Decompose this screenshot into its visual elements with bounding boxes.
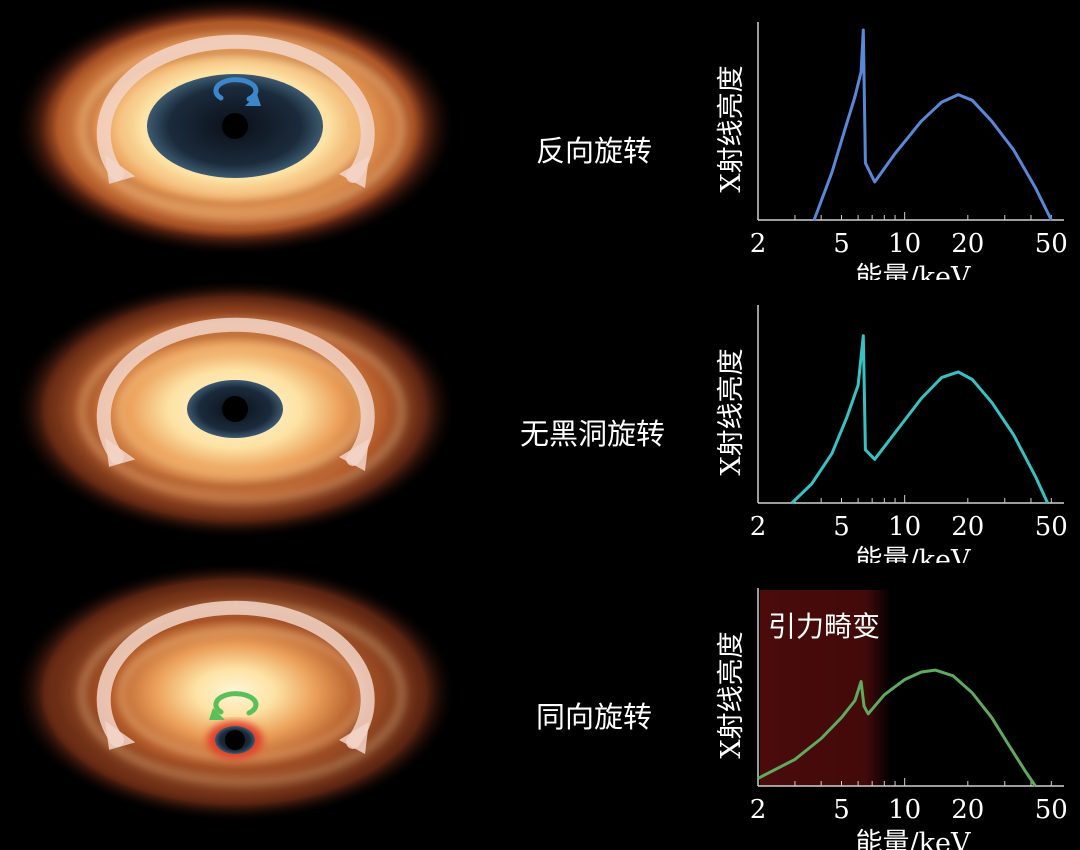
accretion-disk-retrograde [13, 0, 457, 256]
x-tick-label: 20 [951, 512, 984, 542]
gravitational-distortion-region [760, 590, 892, 786]
x-tick-label: 50 [1035, 229, 1068, 259]
y-axis-label: X射线亮度 [716, 631, 747, 758]
disk-rotation-arrowhead-left [104, 437, 136, 467]
x-tick-label: 50 [1035, 512, 1068, 542]
x-tick-label: 5 [833, 512, 850, 542]
x-tick-label: 2 [750, 512, 767, 542]
row-prograde: 同向旋转 引力畸变 2 5 10 20 50 能量/keV X射线亮度 [0, 566, 1080, 850]
x-axis-label: 能量/keV [856, 828, 971, 850]
disk-rotation-arrowhead-right [339, 439, 369, 471]
black-hole [225, 730, 245, 750]
x-tick-label: 10 [888, 795, 921, 825]
x-tick-label: 20 [951, 795, 984, 825]
black-hole [222, 113, 248, 139]
x-axis-label: 能量/keV [856, 545, 971, 563]
row-no-spin: 无黑洞旋转 2 5 10 20 50 能量/keV X射线亮度 [0, 283, 1080, 563]
row-label-retrograde: 反向旋转 [536, 134, 653, 168]
black-hole [222, 396, 248, 422]
disk-rotation-arc [96, 600, 375, 749]
accretion-disk-prograde [13, 566, 457, 822]
spectrum-line [790, 334, 1049, 505]
row-label-no-spin: 无黑洞旋转 [520, 417, 666, 451]
spin-direction-arrowhead [209, 708, 225, 720]
x-tick-label: 50 [1035, 795, 1068, 825]
spectrum-chart-prograde: 引力畸变 2 5 10 20 50 能量/keV X射线亮度 [716, 588, 1068, 850]
spin-direction-arrowhead [245, 94, 261, 106]
x-tick-label: 2 [750, 229, 767, 259]
x-tick-label: 10 [888, 229, 921, 259]
x-tick-label: 2 [750, 795, 767, 825]
row-label-prograde: 同向旋转 [536, 700, 653, 734]
x-tick-label: 20 [951, 229, 984, 259]
disk-rotation-arc [96, 34, 375, 183]
x-axis-label: 能量/keV [856, 262, 971, 280]
disk-rotation-arrowhead-left [104, 720, 136, 750]
y-axis-label: X射线亮度 [716, 348, 747, 475]
disk-rotation-arrowhead-left [104, 154, 136, 184]
row-retrograde: 反向旋转 2 5 10 20 50 能量/keV X射线亮度 [0, 0, 1080, 280]
spectrum-line [757, 668, 1037, 787]
disk-rotation-arrowhead-right [339, 156, 369, 188]
spin-direction-arc [213, 691, 259, 716]
disk-rotation-arc [96, 317, 375, 466]
x-tick-label: 5 [833, 229, 850, 259]
annotation-gravitational-distortion: 引力畸变 [768, 610, 880, 643]
accretion-disk-no-spin [13, 283, 457, 539]
spectrum-chart-retrograde: 2 5 10 20 50 能量/keV X射线亮度 [716, 22, 1068, 280]
x-tick-label: 5 [833, 795, 850, 825]
spectrum-chart-no-spin: 2 5 10 20 50 能量/keV X射线亮度 [716, 305, 1068, 563]
y-axis-label: X射线亮度 [716, 65, 747, 192]
spectrum-line [812, 28, 1053, 221]
disk-rotation-arrowhead-right [339, 722, 369, 754]
spin-direction-arc [213, 77, 259, 102]
x-tick-label: 10 [888, 512, 921, 542]
